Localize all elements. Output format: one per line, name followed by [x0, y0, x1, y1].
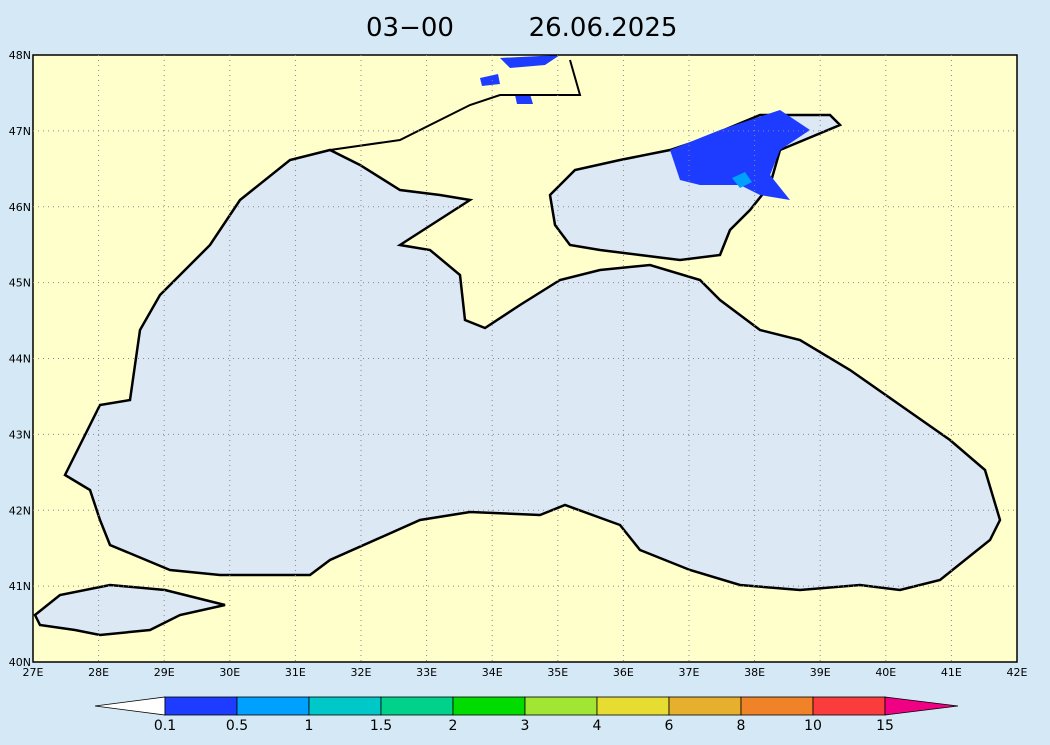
colorbar-label: 8: [737, 718, 746, 734]
lon-label: 39E: [810, 666, 831, 679]
lon-label: 33E: [416, 666, 437, 679]
coastline: [329, 59, 582, 151]
title-date: 26.06.2025: [529, 13, 678, 43]
lon-label: 30E: [219, 666, 240, 679]
colorbar-segment: [308, 696, 382, 716]
lat-label: 48N: [9, 49, 31, 62]
colorbar-label: 4: [593, 718, 602, 734]
colorbar-segment: [740, 696, 814, 716]
lon-label: 35E: [547, 666, 568, 679]
lon-label: 42E: [1007, 666, 1028, 679]
lat-label: 40N: [9, 656, 31, 669]
colorbar-segment: [236, 696, 310, 716]
colorbar-segment: [452, 696, 526, 716]
colorbar-segment: [524, 696, 598, 716]
colorbar-segment: [812, 696, 886, 716]
colorbar-label: 1.5: [370, 718, 392, 734]
colorbar-label: 1: [305, 718, 314, 734]
sea-of-marmara: [33, 583, 226, 637]
colorbar-high: [884, 696, 959, 716]
lat-label: 42N: [9, 504, 31, 517]
colorbar-label: 3: [521, 718, 530, 734]
precip-area: [480, 74, 500, 86]
colorbar-segment: [596, 696, 670, 716]
colorbar-segment: [668, 696, 742, 716]
lon-label: 29E: [154, 666, 175, 679]
lat-label: 44N: [9, 353, 31, 366]
lon-label: 37E: [679, 666, 700, 679]
lat-label: 43N: [9, 428, 31, 441]
colorbar-label: 2: [449, 718, 458, 734]
lon-label: 34E: [482, 666, 503, 679]
lat-label: 47N: [9, 125, 31, 138]
lon-label: 36E: [613, 666, 634, 679]
colorbar-label: 0.1: [154, 718, 176, 734]
colorbar-segment: [164, 696, 238, 716]
colorbar-segment: [380, 696, 454, 716]
lat-label: 46N: [9, 201, 31, 214]
lat-label: 45N: [9, 277, 31, 290]
precip-area: [732, 172, 752, 188]
title-time: 03−00: [366, 13, 454, 43]
lat-label: 41N: [9, 580, 31, 593]
black-sea: [63, 148, 1002, 592]
lon-label: 27E: [23, 666, 44, 679]
colorbar-label: 10: [804, 718, 822, 734]
lon-label: 31E: [285, 666, 306, 679]
colorbar-label: 0.5: [226, 718, 248, 734]
precip-area: [500, 55, 560, 68]
colorbar-label: 15: [876, 718, 894, 734]
precip-area: [515, 94, 533, 104]
lon-label: 41E: [941, 666, 962, 679]
lon-label: 38E: [744, 666, 765, 679]
lon-label: 32E: [351, 666, 372, 679]
precip-area: [670, 110, 810, 200]
lon-label: 28E: [88, 666, 109, 679]
map: [33, 55, 1017, 662]
lon-label: 40E: [875, 666, 896, 679]
colorbar-label: 6: [665, 718, 674, 734]
